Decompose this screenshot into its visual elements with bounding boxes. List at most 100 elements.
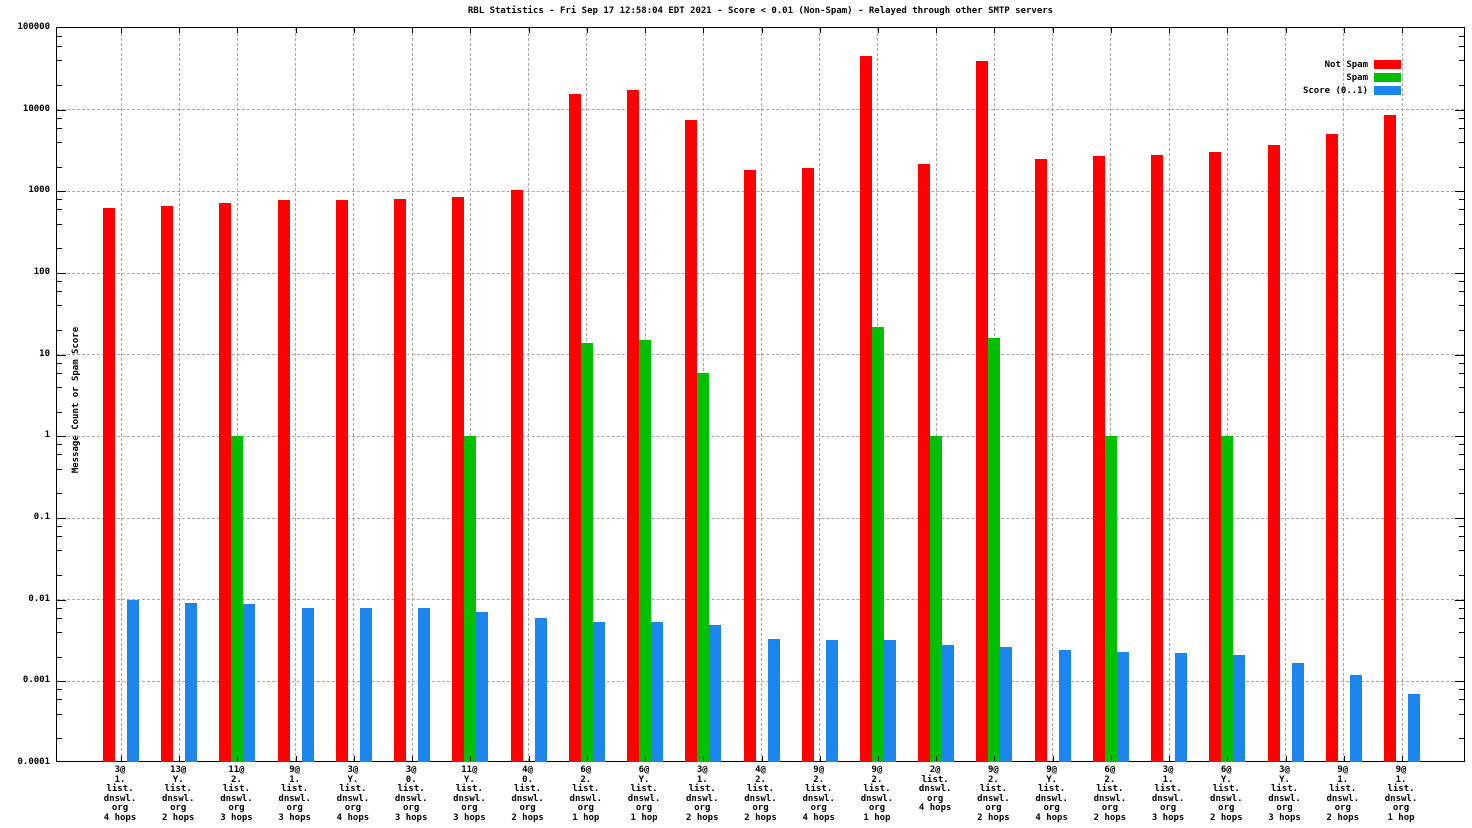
bar-not_spam-15 [918,164,931,762]
y-minor-tick-right [1459,411,1464,413]
y-major-tick-right [1455,436,1464,438]
bar-score-9 [592,621,605,762]
x-tick-top [121,28,122,33]
y-minor-tick-left [57,493,62,495]
bar-spam-10 [639,340,652,762]
x-category-label: 6@ 2. list. dnswl. org 2 hops [1093,765,1127,823]
bar-score-18 [1116,651,1129,762]
x-tick-top [761,28,763,33]
bar-score-8 [534,617,547,762]
bar-score-20 [1233,655,1246,762]
y-minor-tick-left [57,223,62,225]
y-major-tick-left [57,436,66,438]
y-minor-tick-right [1459,209,1464,211]
x-category-label: 3@ Y. list. dnswl. org 3 hops [1268,765,1301,823]
x-tick-top [1285,28,1287,33]
bar-spam-9 [580,342,593,762]
y-minor-tick-left [57,117,62,119]
bar-score-1 [127,600,139,762]
x-category-label: 2@ list. dnswl. org 4 hops [918,765,952,813]
x-tick-top [936,28,938,33]
v-gridline [295,28,297,761]
y-minor-tick-right [1459,60,1464,62]
bar-score-19 [1175,653,1188,762]
x-tick-top [1110,28,1112,33]
v-gridline [1401,28,1403,761]
y-tick-label: 1 [44,430,50,441]
x-tick-bottom [936,756,938,761]
y-minor-tick-right [1459,713,1464,715]
y-tick-label: 0.0001 [17,757,50,767]
y-minor-tick-right [1459,632,1464,634]
x-tick-bottom [353,756,355,761]
x-tick-bottom [470,756,472,761]
x-tick-bottom [819,756,821,761]
y-minor-tick-left [57,575,62,577]
y-tick-label: 0.001 [22,675,50,686]
x-tick-top [528,28,530,33]
legend-swatch-score [1374,86,1401,95]
y-minor-tick-left [57,46,62,48]
y-minor-tick-right [1459,372,1464,374]
bar-score-15 [942,644,955,762]
y-minor-tick-right [1459,689,1464,691]
bar-score-11 [709,624,722,762]
x-tick-top [295,28,297,33]
x-tick-top [819,28,821,33]
y-major-tick-right [1455,681,1464,683]
legend-row: Score (0..1) [1303,84,1401,97]
v-gridline [761,28,762,761]
bar-score-17 [1058,650,1071,762]
y-minor-tick-right [1459,117,1464,119]
bar-spam-20 [1221,436,1234,762]
x-tick-bottom [1402,756,1403,761]
y-minor-tick-right [1459,46,1464,48]
bar-not_spam-22 [1325,134,1338,762]
y-minor-tick-right [1459,607,1464,609]
bar-not_spam-2 [161,205,174,762]
v-gridline [178,28,180,761]
y-major-tick-left [57,599,66,601]
y-minor-tick-left [57,411,62,413]
bar-spam-3 [231,436,244,762]
y-tick-label: 0.1 [33,512,50,522]
bar-score-6 [418,608,431,762]
v-gridline [819,28,821,761]
bar-not_spam-19 [1151,155,1164,762]
y-minor-tick-left [57,280,62,282]
v-gridline [411,28,413,761]
bar-not_spam-8 [510,189,523,762]
h-gridline [57,272,1464,274]
h-gridline [57,354,1464,356]
h-gridline [57,680,1464,682]
bar-score-5 [359,607,372,762]
y-tick-label: 1000 [28,185,50,196]
bar-not_spam-9 [568,94,581,762]
bar-score-12 [767,638,780,762]
legend-swatch-spam [1374,73,1401,82]
legend-label: Not Spam [1324,59,1368,70]
x-category-label: 13@ Y. list. dnswl. org 2 hops [161,765,195,823]
y-major-tick-left [57,273,66,274]
x-tick-bottom [412,756,414,761]
y-minor-tick-right [1459,280,1464,282]
x-category-label: 9@ 2. list. dnswl. org 4 hops [802,765,835,823]
y-major-tick-left [57,681,66,683]
y-minor-tick-left [57,632,62,634]
bar-spam-18 [1104,436,1117,762]
y-tick-label: 0.01 [28,593,50,604]
y-minor-tick-right [1459,444,1464,446]
x-tick-bottom [1285,756,1287,761]
y-minor-tick-right [1459,305,1464,307]
bar-spam-16 [988,337,1001,762]
y-tick-label: 10000 [22,103,50,114]
y-minor-tick-right [1459,536,1464,538]
x-category-label: 11@ 2. list. dnswl. org 3 hops [220,765,253,823]
bar-score-7 [476,611,489,762]
bar-spam-14 [871,326,884,762]
bar-score-16 [1000,647,1013,762]
y-minor-tick-left [57,362,62,364]
v-gridline [1226,28,1228,761]
y-minor-tick-left [57,291,62,293]
bar-not_spam-17 [1034,158,1047,762]
